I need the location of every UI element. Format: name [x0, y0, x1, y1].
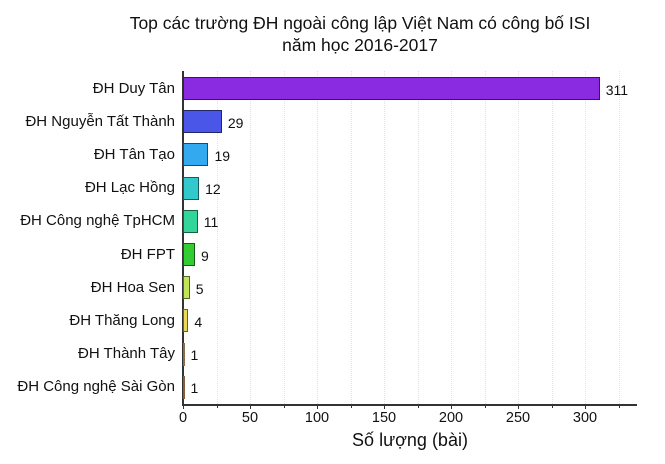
chart-title-line-1: Top các trường ĐH ngoài công lập Việt Na… [129, 13, 591, 33]
value-label: 1 [190, 347, 199, 364]
value-label: 12 [205, 181, 221, 198]
bar [183, 243, 196, 266]
category-label: ĐH Thành Tây [78, 345, 175, 363]
x-tick-label: 100 [304, 410, 330, 426]
x-tick-label: 200 [438, 410, 464, 426]
bar [183, 176, 200, 200]
x-minor-tick [618, 404, 620, 408]
x-tick-label: 300 [572, 410, 598, 426]
value-label: 4 [194, 313, 203, 330]
bar [183, 375, 185, 399]
category-label: ĐH FPT [120, 245, 175, 263]
value-label: 311 [605, 81, 629, 98]
bar [183, 110, 222, 134]
gridline-minor [618, 71, 620, 404]
value-label: 19 [214, 147, 231, 164]
bar [183, 209, 198, 233]
x-minor-tick [283, 404, 285, 408]
gridline-minor [350, 71, 352, 404]
gridline-minor [551, 71, 553, 404]
gridline [518, 71, 519, 404]
x-tick [317, 404, 319, 409]
gridline [585, 71, 586, 404]
gridline-minor [484, 71, 486, 404]
x-tick [518, 404, 520, 409]
category-label: ĐH Tân Tạo [93, 145, 175, 163]
bar [183, 77, 600, 100]
gridline [384, 71, 385, 404]
gridline [250, 71, 251, 404]
chart-title-line-2: năm học 2016-2017 [282, 35, 438, 55]
gridline [451, 71, 452, 404]
x-minor-tick [216, 404, 218, 408]
x-tick [183, 404, 185, 409]
value-label: 1 [190, 380, 199, 397]
category-label: ĐH Hoa Sen [90, 278, 175, 296]
y-axis-line [182, 71, 184, 405]
x-minor-tick [484, 404, 486, 408]
x-tick [250, 404, 252, 409]
bar [183, 309, 189, 333]
category-label: ĐH Công nghệ Sài Gòn [17, 378, 175, 396]
bar [183, 342, 185, 366]
category-label: ĐH Công nghệ TpHCM [20, 212, 175, 230]
category-label: ĐH Nguyễn Tất Thành [25, 112, 175, 130]
x-axis-label: Số lượng (bài) [352, 430, 468, 450]
gridline-minor [283, 71, 285, 404]
x-tick [585, 404, 587, 409]
category-label: ĐH Thăng Long [69, 311, 175, 329]
x-tick [384, 404, 386, 409]
x-tick-label: 0 [178, 410, 188, 426]
category-label: ĐH Duy Tân [92, 79, 175, 97]
gridline-minor [216, 71, 218, 404]
x-minor-tick [350, 404, 352, 408]
value-label: 29 [227, 114, 244, 131]
x-tick-label: 50 [241, 410, 259, 426]
gridline-minor [417, 71, 419, 404]
value-label: 11 [203, 214, 219, 231]
value-label: 9 [201, 247, 209, 264]
x-minor-tick [417, 404, 419, 408]
x-tick [451, 404, 453, 409]
value-label: 5 [195, 280, 204, 297]
chart-title: Top các trường ĐH ngoài công lập Việt Na… [0, 12, 665, 56]
x-tick-label: 150 [371, 410, 397, 426]
bar [183, 276, 190, 300]
category-label: ĐH Lạc Hồng [84, 179, 175, 197]
x-tick-label: 250 [505, 410, 531, 426]
bar [183, 143, 209, 167]
x-minor-tick [551, 404, 553, 408]
gridline [317, 71, 318, 404]
x-axis-line [182, 404, 637, 406]
